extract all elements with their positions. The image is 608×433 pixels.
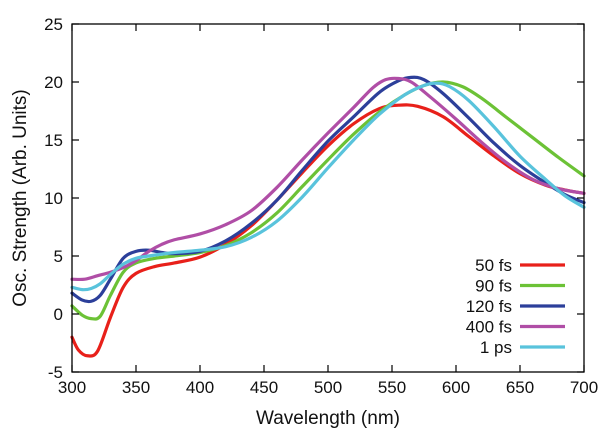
y-tick-label: 20 bbox=[44, 73, 63, 92]
y-tick-label: 15 bbox=[44, 131, 63, 150]
y-tick-label: 5 bbox=[54, 247, 63, 266]
x-tick-label: 600 bbox=[442, 378, 470, 397]
x-tick-label: 500 bbox=[314, 378, 342, 397]
x-axis: 300 350 400 450 500 550 600 650 700 bbox=[58, 24, 598, 397]
y-axis: -5 0 5 10 15 20 25 bbox=[44, 15, 584, 382]
series-line-1 bbox=[70, 80, 586, 321]
legend-label: 1 ps bbox=[480, 338, 512, 357]
series-line-4 bbox=[70, 81, 586, 292]
y-tick-label: 10 bbox=[44, 189, 63, 208]
legend-label: 90 fs bbox=[475, 277, 512, 296]
x-tick-label: 550 bbox=[378, 378, 406, 397]
x-tick-label: 450 bbox=[250, 378, 278, 397]
y-tick-label: 0 bbox=[54, 305, 63, 324]
series-lines bbox=[70, 75, 586, 358]
legend-label: 120 fs bbox=[466, 297, 512, 316]
y-tick-label: 25 bbox=[44, 15, 63, 34]
x-tick-label: 300 bbox=[58, 378, 86, 397]
series-line-3 bbox=[70, 76, 586, 282]
x-tick-label: 350 bbox=[122, 378, 150, 397]
legend-label: 400 fs bbox=[466, 318, 512, 337]
y-axis-title: Osc. Strength (Arb. Units) bbox=[10, 89, 31, 307]
x-tick-label: 700 bbox=[570, 378, 598, 397]
y-tick-label: -5 bbox=[48, 363, 63, 382]
x-axis-title: Wavelength (nm) bbox=[256, 408, 400, 429]
x-tick-label: 650 bbox=[506, 378, 534, 397]
legend-label: 50 fs bbox=[475, 256, 512, 275]
x-tick-label: 400 bbox=[186, 378, 214, 397]
